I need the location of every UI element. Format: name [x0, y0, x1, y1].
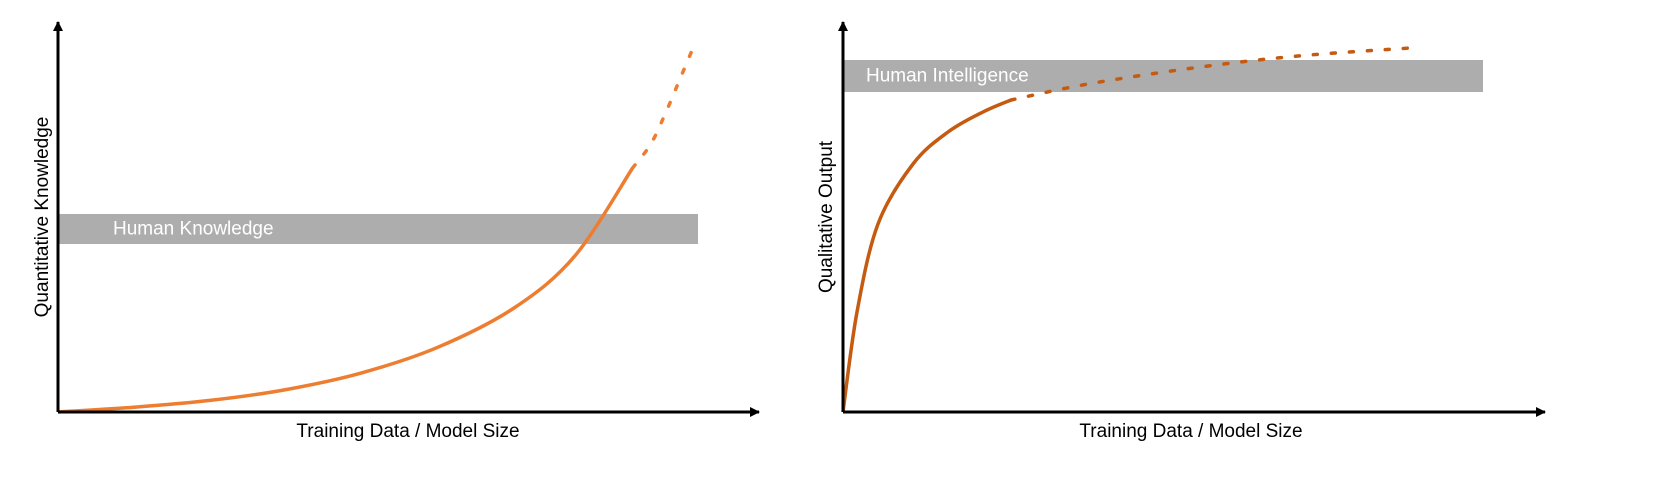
right-y-axis-title: Qualitative Output: [816, 140, 837, 293]
human-knowledge-label: Human Knowledge: [113, 219, 274, 240]
right-series-group: [841, 46, 1412, 413]
right-growth-curve: [841, 98, 1012, 413]
human-intelligence-band: [843, 60, 1483, 92]
right-x-axis-title: Training Data / Model Size: [1079, 421, 1302, 442]
left-growth-curve: [57, 167, 635, 414]
right-projection-dotted-line: [1009, 46, 1412, 102]
left-series-group: [57, 38, 699, 414]
left-projection-dotted-line: [630, 38, 699, 170]
human-intelligence-label: Human Intelligence: [866, 66, 1029, 87]
right-chart: Human Intelligence Qualitative Output Tr…: [816, 21, 1546, 442]
left-chart: Human Knowledge Quantitative Knowledge T…: [32, 21, 760, 442]
left-y-axis-title: Quantitative Knowledge: [32, 117, 53, 318]
left-x-axis-title: Training Data / Model Size: [296, 421, 519, 442]
human-knowledge-band: [58, 214, 698, 244]
